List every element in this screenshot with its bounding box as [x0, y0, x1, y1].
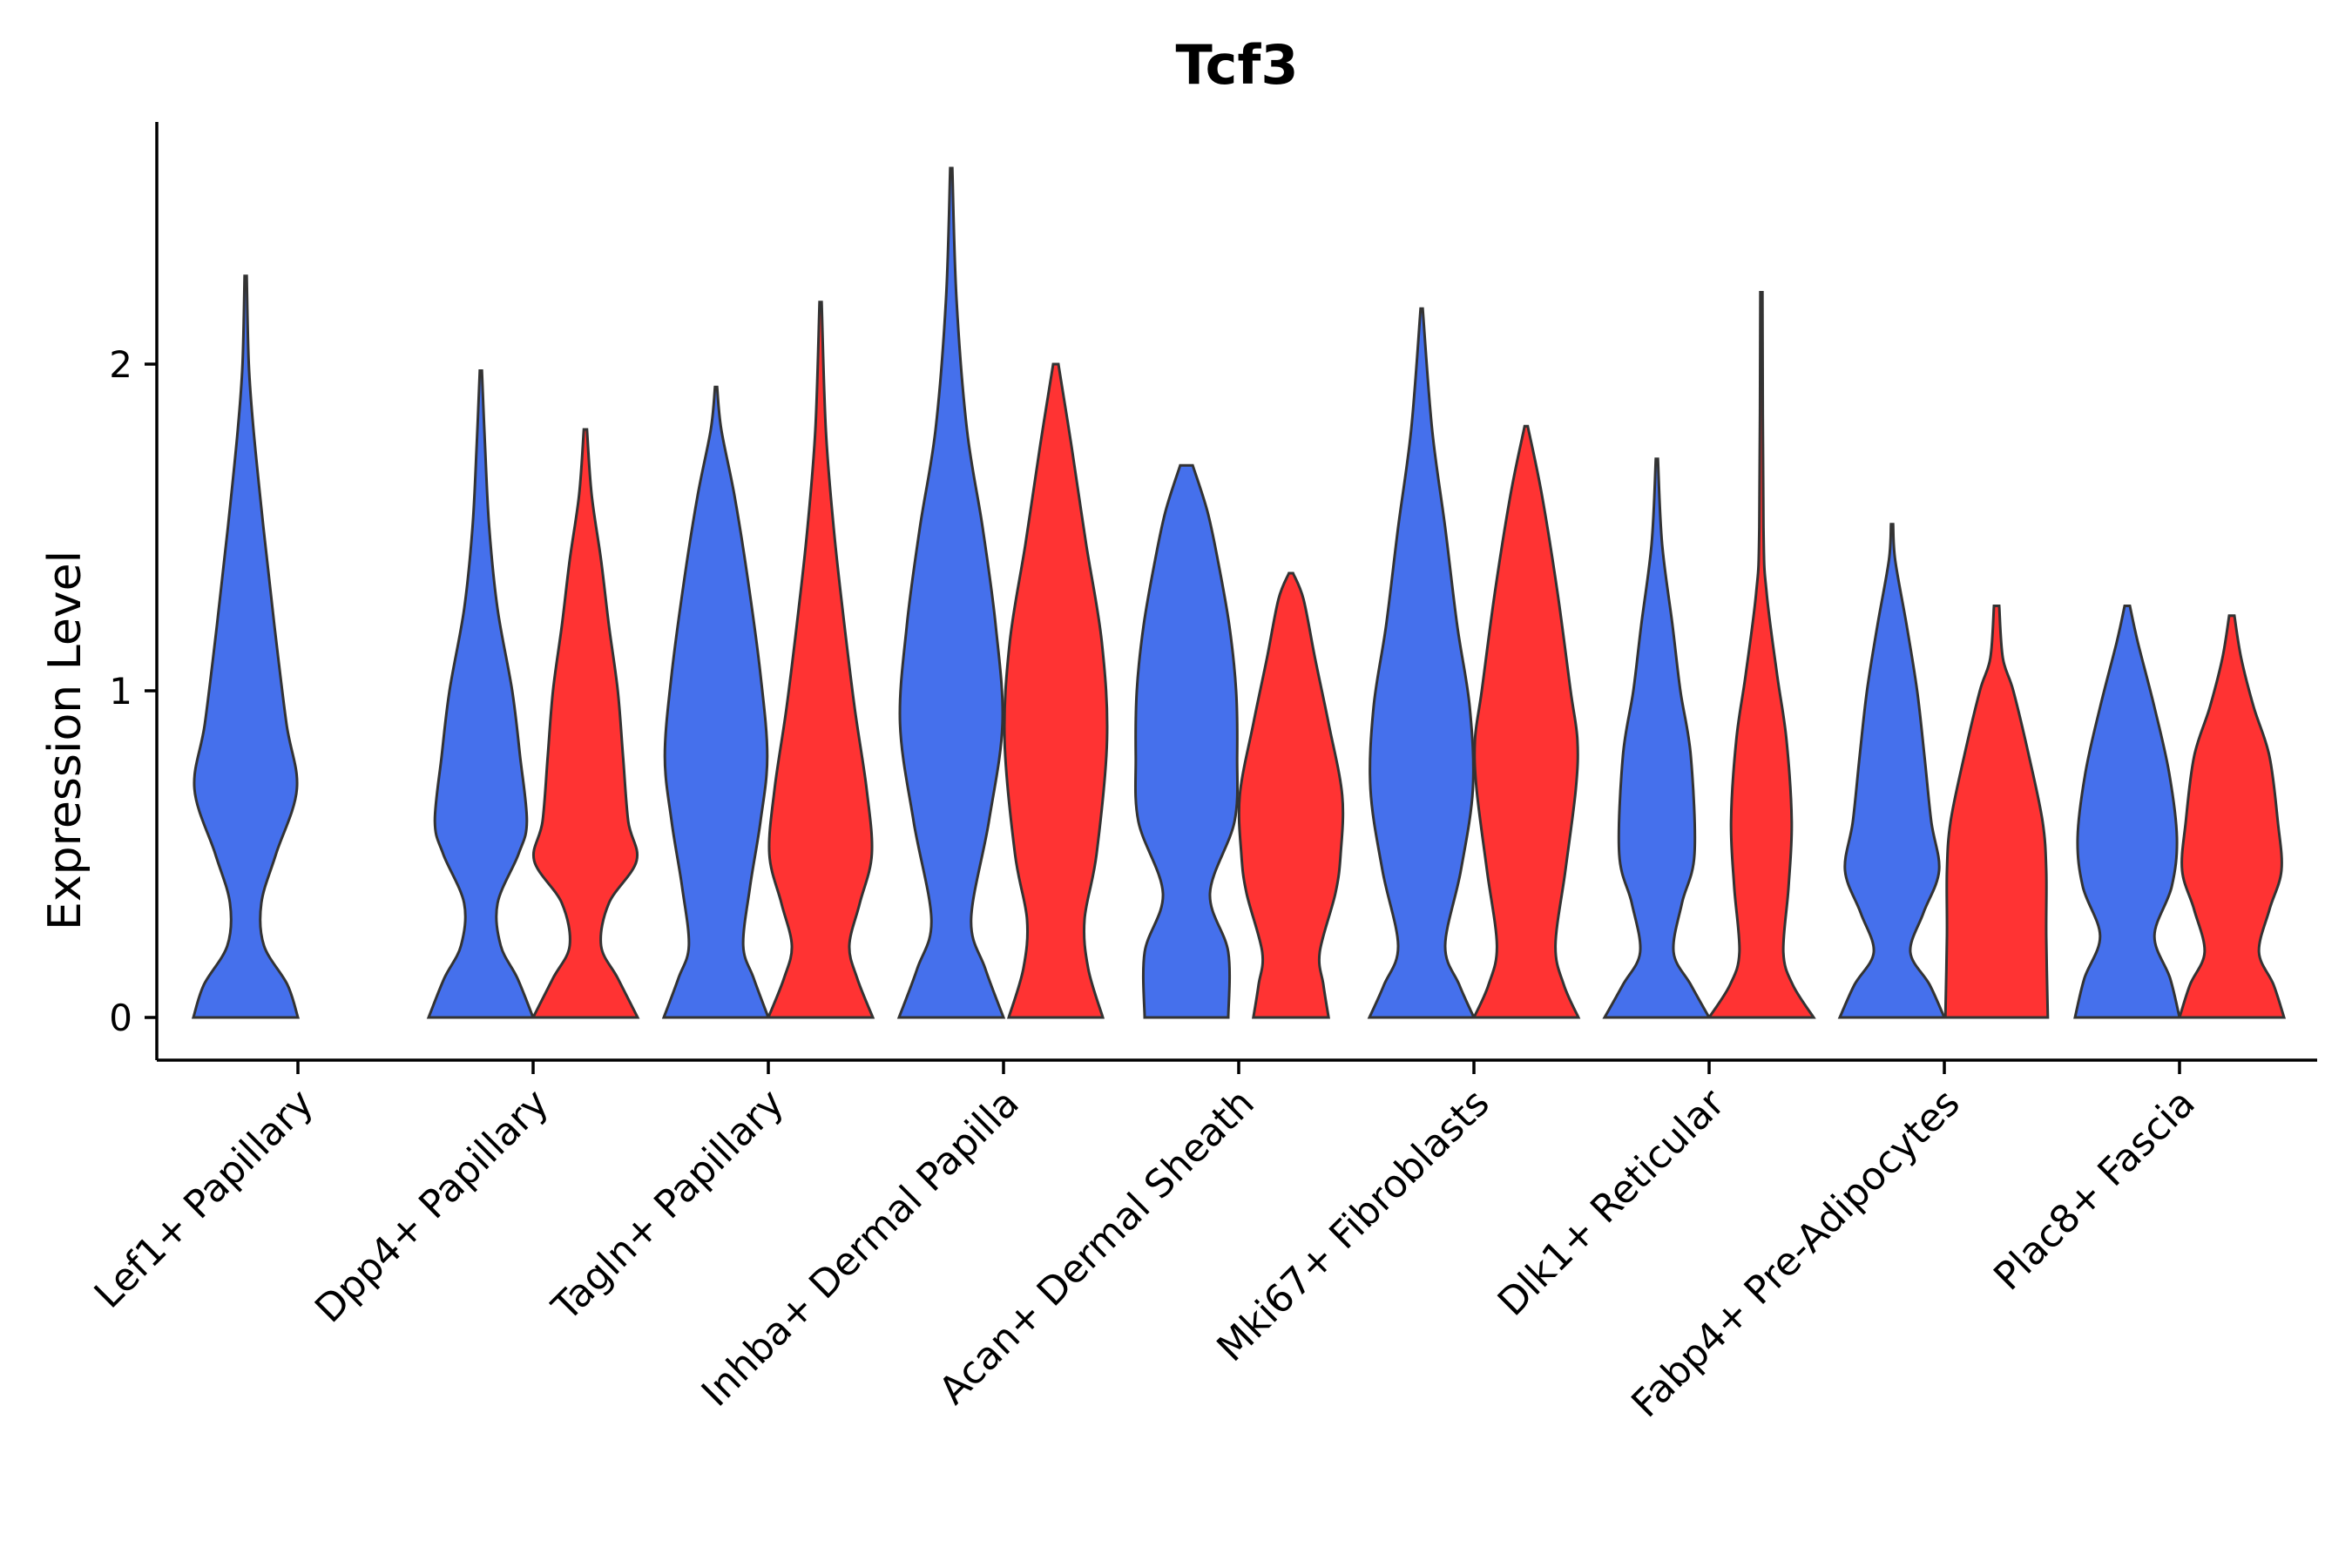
violin-2-blue: [661, 385, 771, 1019]
x-tick-label: Tagln+ Papillary: [544, 1081, 793, 1330]
violin-6-red: [1707, 291, 1816, 1019]
violin-0-blue: [191, 274, 301, 1019]
y-tick-label: 0: [109, 997, 132, 1039]
violin-5-red: [1471, 424, 1581, 1019]
violin-8-blue: [2073, 605, 2181, 1019]
violin-5-blue: [1367, 307, 1477, 1019]
x-tick-label: Plac8+ Fascia: [1985, 1081, 2204, 1300]
y-axis-label: Expression Level: [39, 551, 91, 930]
violin-7-blue: [1837, 523, 1947, 1019]
violin-2-red: [766, 301, 875, 1019]
violin-6-blue: [1602, 457, 1712, 1019]
violin-1-red: [531, 428, 640, 1019]
violin-3-blue: [896, 166, 1006, 1019]
violins-layer: [191, 166, 2287, 1019]
y-tick-label: 1: [109, 670, 132, 713]
violin-1-blue: [426, 369, 536, 1019]
x-tick-label: Lef1+ Papillary: [86, 1081, 322, 1317]
chart-title: Tcf3: [1176, 33, 1299, 97]
violin-4-red: [1237, 571, 1345, 1019]
violin-4-blue: [1133, 463, 1240, 1019]
violin-7-red: [1943, 605, 2050, 1019]
x-tick-label: Dpp4+ Papillary: [307, 1081, 558, 1332]
violin-8-red: [2177, 614, 2287, 1019]
y-tick-label: 2: [109, 343, 132, 386]
violin-3-red: [1003, 362, 1109, 1019]
x-tick-label: Dlk1+ Reticular: [1490, 1080, 1734, 1325]
x-tick-label: Mki67+ Fibroblasts: [1208, 1081, 1497, 1370]
